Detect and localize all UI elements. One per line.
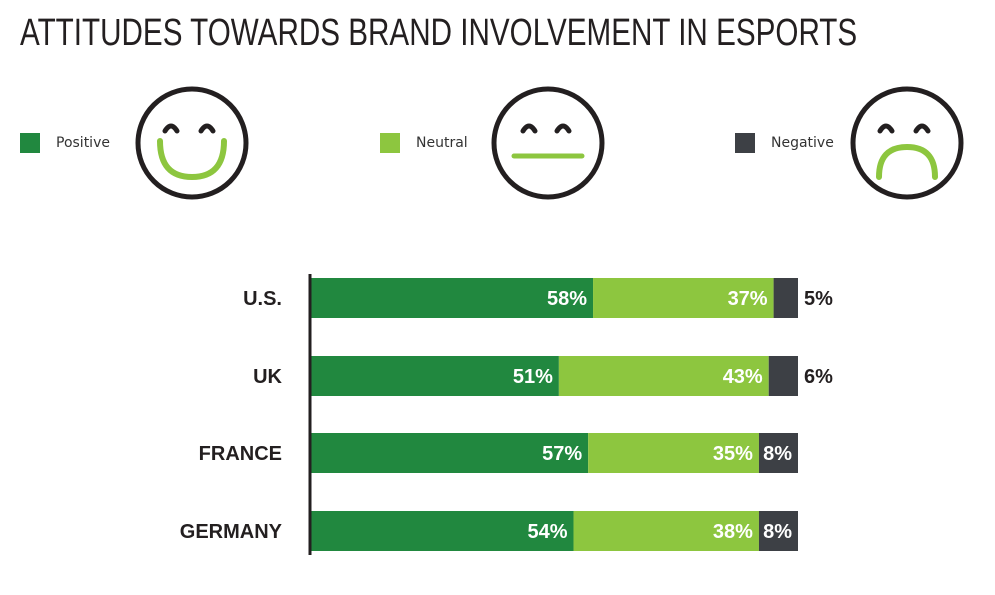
bar-segment-negative (758, 511, 798, 551)
legend-label-positive: Positive (56, 135, 110, 151)
data-label: 5% (804, 288, 833, 310)
data-label: 57% (542, 443, 582, 465)
bar-segment-neutral (593, 278, 774, 318)
bar-segment-neutral (573, 511, 759, 551)
data-label: 6% (804, 366, 833, 388)
data-label: 35% (713, 443, 753, 465)
legend-label-negative: Negative (771, 135, 834, 151)
category-label: GERMANY (180, 521, 283, 543)
category-label: U.S. (243, 288, 282, 310)
data-label: 51% (513, 366, 553, 388)
bar-segment-negative (773, 278, 798, 318)
legend-swatch-positive (20, 133, 40, 153)
bar-segment-positive (310, 511, 574, 551)
bar-segment-neutral (588, 433, 759, 473)
data-label: 38% (713, 521, 753, 543)
data-label: 8% (763, 443, 792, 465)
bar-segment-positive (310, 433, 589, 473)
legend-item-negative: Negative (735, 133, 834, 153)
legend-swatch-negative (735, 133, 755, 153)
data-label: 43% (723, 366, 763, 388)
bar-segment-positive (310, 356, 559, 396)
legend-label-neutral: Neutral (416, 135, 468, 151)
data-label: 54% (527, 521, 567, 543)
neutral-face-icon (491, 86, 605, 200)
data-label: 37% (728, 288, 768, 310)
data-label: 58% (547, 288, 587, 310)
data-label: 8% (763, 521, 792, 543)
bar-segment-neutral (558, 356, 769, 396)
smiley-face-icon (135, 86, 249, 200)
category-label: FRANCE (199, 443, 282, 465)
legend-swatch-neutral (380, 133, 400, 153)
category-label: UK (253, 366, 282, 388)
legend-item-neutral: Neutral (380, 133, 468, 153)
chart-title: ATTITUDES TOWARDS BRAND INVOLVEMENT IN E… (20, 12, 858, 54)
bar-segment-positive (310, 278, 594, 318)
bar-segment-negative (758, 433, 798, 473)
legend-item-positive: Positive (20, 133, 110, 153)
frowning-face-icon (850, 86, 964, 200)
bar-segment-negative (768, 356, 798, 396)
